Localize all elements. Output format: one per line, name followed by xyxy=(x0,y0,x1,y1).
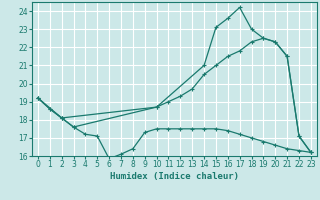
X-axis label: Humidex (Indice chaleur): Humidex (Indice chaleur) xyxy=(110,172,239,181)
